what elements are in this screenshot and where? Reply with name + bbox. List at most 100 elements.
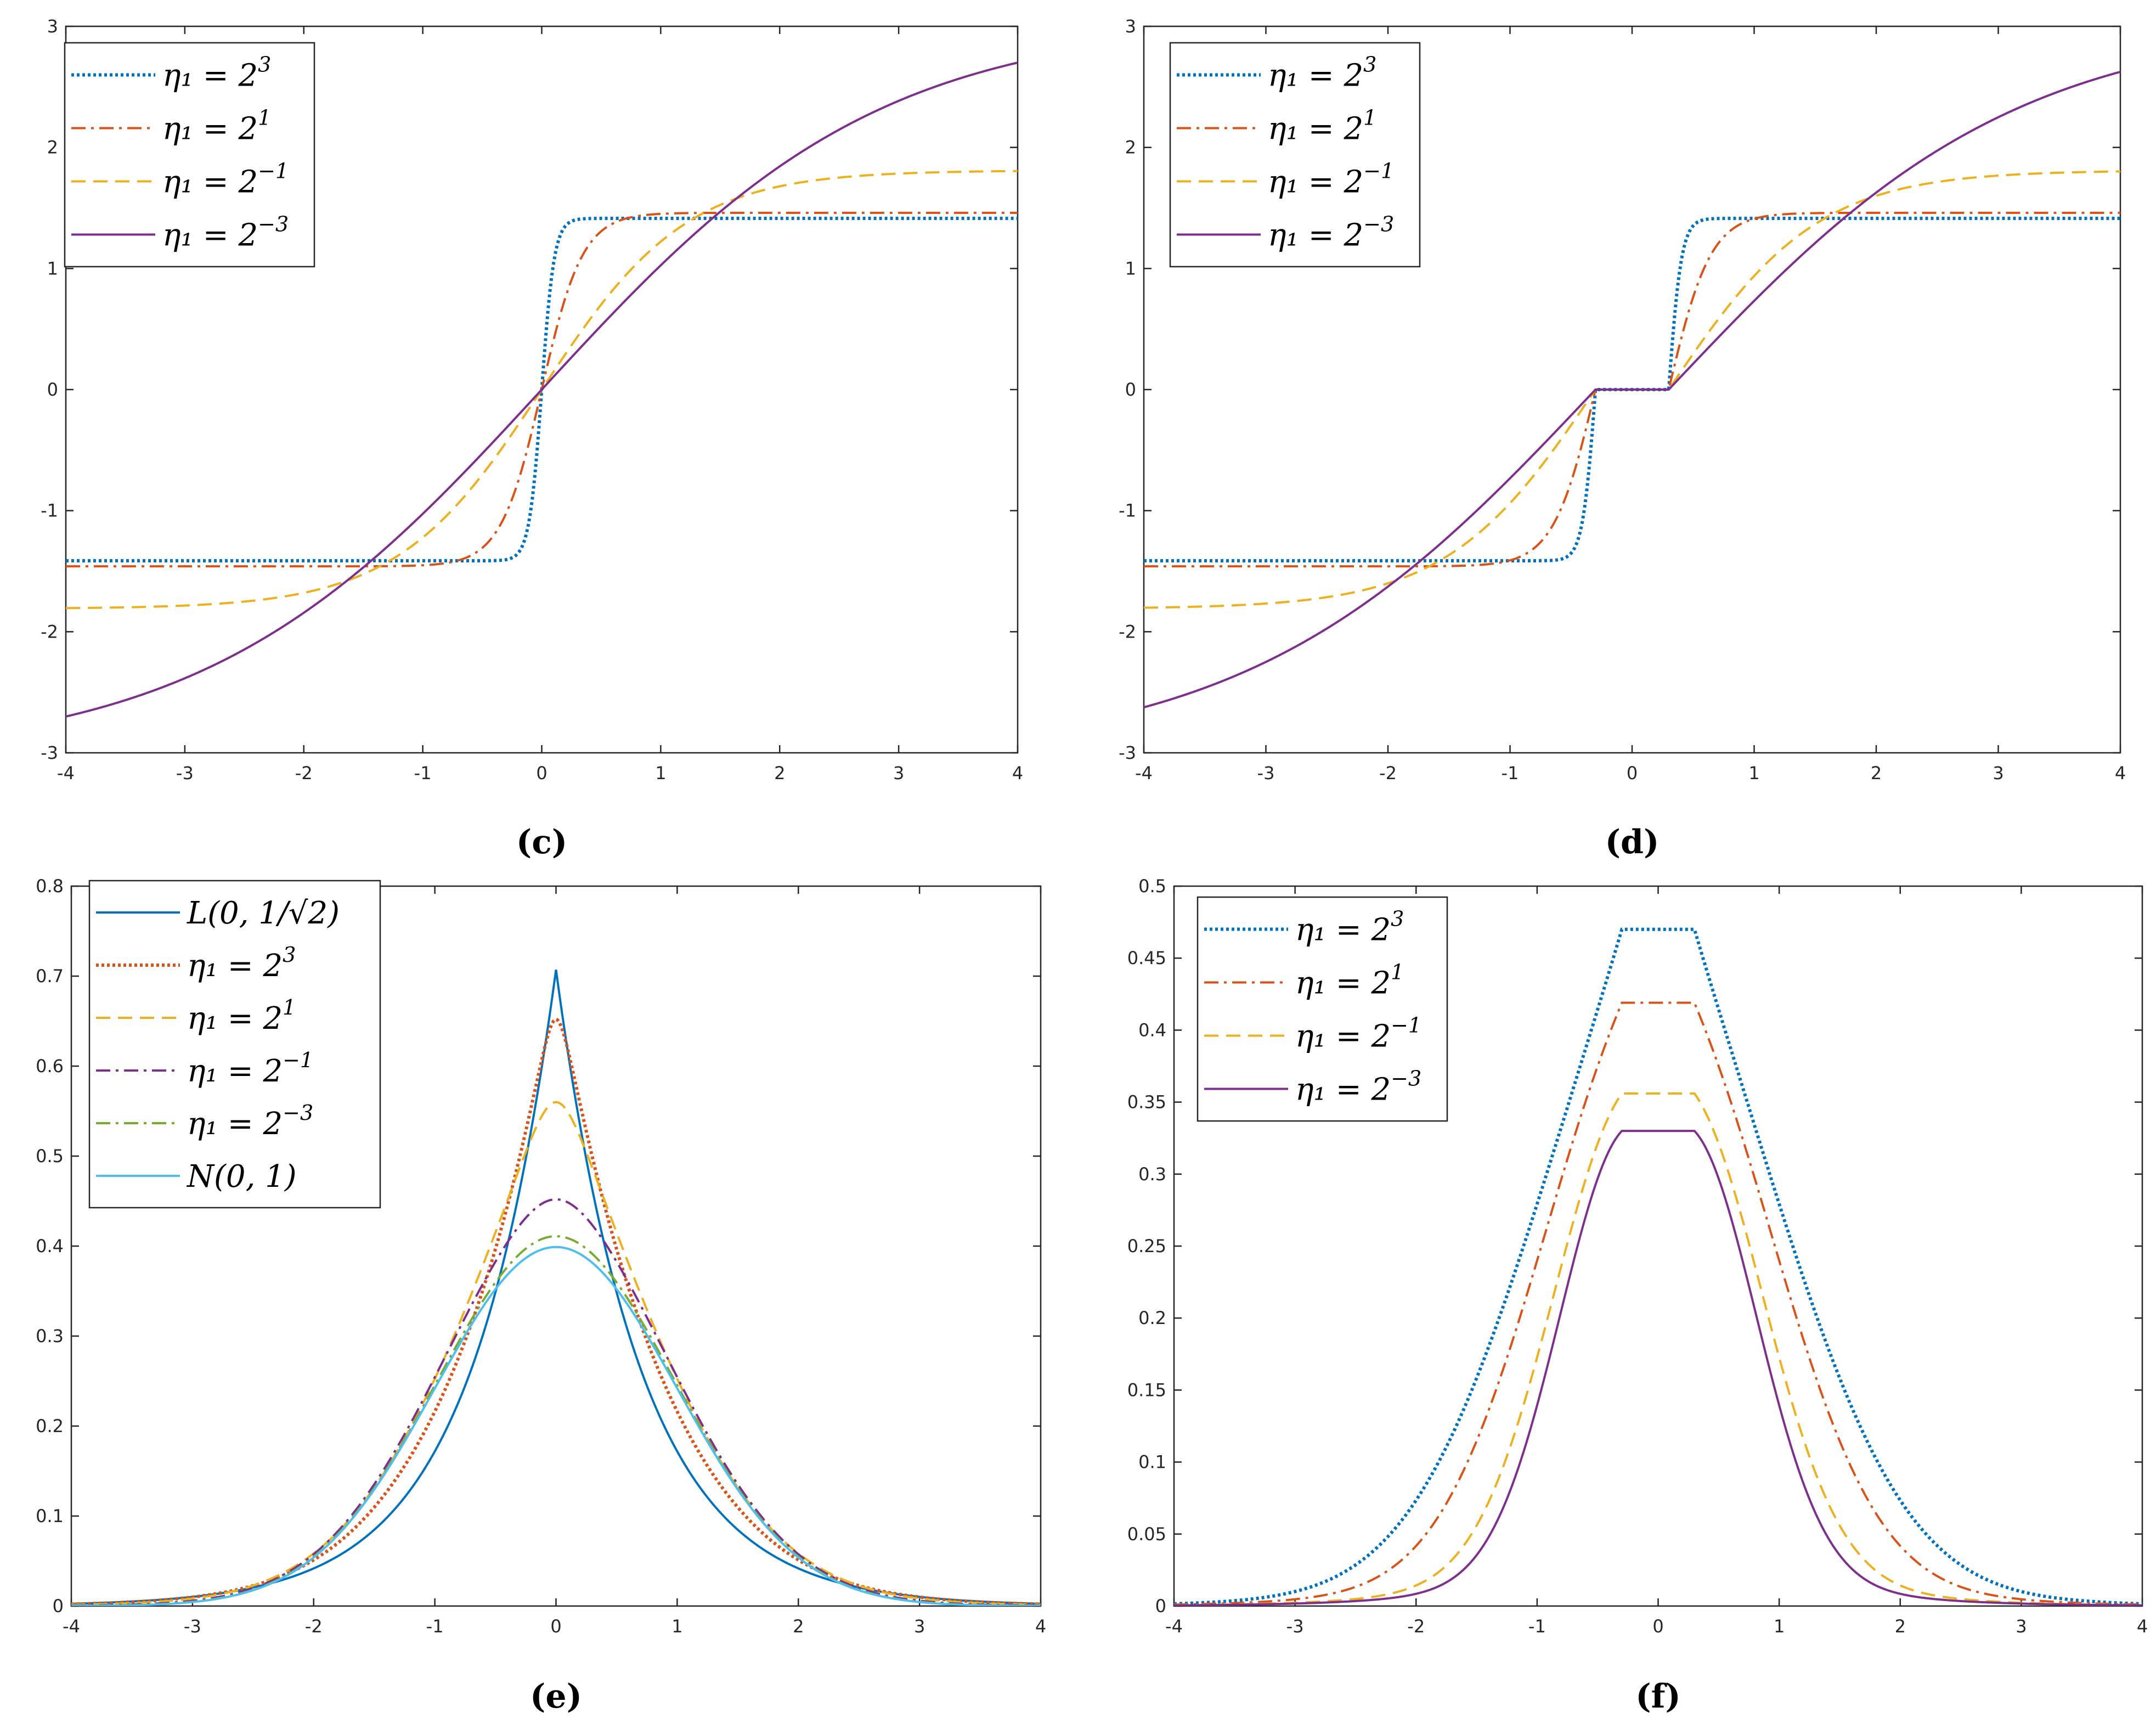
legend-label: N(0, 1) [186, 1159, 297, 1195]
x-tick-label: -2 [295, 763, 313, 784]
x-tick-label: -2 [1379, 763, 1397, 784]
y-tick-label: 0.05 [1127, 1524, 1166, 1545]
panel-label-c: (c) [516, 823, 567, 861]
y-tick-label: -1 [41, 500, 58, 521]
x-tick-label: 3 [1993, 763, 2003, 784]
x-tick-label: -2 [1407, 1616, 1425, 1637]
y-tick-label: 0.1 [1138, 1452, 1166, 1473]
y-tick-label: 0.3 [36, 1326, 64, 1346]
x-tick-label: 1 [1774, 1616, 1785, 1637]
series-line-d-3 [1144, 70, 2120, 709]
y-tick-label: 0.35 [1127, 1092, 1166, 1113]
x-tick-label: 1 [655, 763, 666, 784]
y-tick-label: 0.2 [1138, 1308, 1166, 1328]
y-tick-label: -2 [41, 621, 58, 642]
legend-box-c [64, 42, 315, 268]
y-tick-label: -3 [1119, 742, 1136, 763]
x-tick-label: 1 [671, 1616, 682, 1637]
x-tick-label: 1 [1748, 763, 1759, 784]
y-tick-label: 0.3 [1138, 1164, 1166, 1185]
legend-label: η₁ = 23 [1295, 907, 1404, 948]
y-tick-label: 0.7 [36, 966, 64, 987]
y-tick-label: 0.8 [36, 876, 64, 897]
y-tick-label: 2 [47, 137, 58, 158]
x-tick-label: -4 [63, 1616, 80, 1637]
y-tick-label: 3 [47, 16, 58, 37]
y-tick-label: 0.4 [36, 1236, 64, 1257]
y-tick-label: 0.5 [36, 1146, 64, 1167]
legend-label: η₁ = 2−3 [1268, 212, 1394, 253]
x-tick-label: 0 [1627, 763, 1638, 784]
panel-label-d: (d) [1605, 823, 1660, 861]
x-tick-label: -3 [1286, 1616, 1304, 1637]
x-tick-label: 0 [550, 1616, 561, 1637]
series-line-e-2 [71, 1101, 1041, 1606]
x-tick-label: -4 [1135, 763, 1153, 784]
legend-label: η₁ = 2−1 [1268, 159, 1394, 200]
y-tick-label: 0 [1125, 379, 1136, 400]
series-line-f-0 [1174, 927, 2142, 1605]
x-tick-label: -1 [426, 1616, 444, 1637]
y-tick-label: 0.25 [1127, 1236, 1166, 1257]
x-tick-label: 3 [893, 763, 904, 784]
series-line-d-1 [1144, 211, 2120, 568]
legend-label: η₁ = 2−3 [1295, 1067, 1421, 1108]
y-tick-label: 0.2 [36, 1416, 64, 1436]
x-tick-label: 0 [1652, 1616, 1663, 1637]
y-tick-label: 0.1 [36, 1506, 64, 1526]
y-tick-label: -2 [1119, 621, 1136, 642]
series-line-e-1 [71, 1017, 1041, 1606]
series-line-e-5 [71, 1246, 1041, 1606]
y-tick-label: 0.6 [36, 1056, 64, 1077]
legend-label: η₁ = 2−3 [162, 212, 289, 253]
y-tick-label: 2 [1125, 137, 1136, 158]
x-tick-label: -4 [1165, 1616, 1183, 1637]
legend-label: η₁ = 23 [1268, 53, 1376, 94]
x-tick-label: 4 [2137, 1616, 2148, 1637]
legend-box-d [1169, 42, 1421, 268]
y-tick-label: 0.15 [1127, 1379, 1166, 1400]
series-line-f-2 [1174, 1092, 2142, 1606]
x-tick-label: -3 [176, 763, 194, 784]
legend-box-f [1196, 896, 1448, 1122]
panel-label-e: (e) [530, 1677, 582, 1716]
legend-label: η₁ = 2−1 [162, 159, 289, 200]
y-tick-label: 3 [1125, 16, 1136, 37]
y-tick-label: 0 [53, 1596, 64, 1616]
series-line-c-3 [66, 61, 1018, 718]
x-tick-label: -3 [184, 1616, 201, 1637]
legend-label: η₁ = 23 [162, 53, 271, 94]
x-tick-label: 3 [2016, 1616, 2027, 1637]
x-tick-label: 4 [1012, 763, 1023, 784]
x-tick-label: 2 [1895, 1616, 1906, 1637]
series-line-f-1 [1174, 1001, 2142, 1606]
panel-e: -4 -3 -2 -1 0 1 2 3 4 0 0.1 0.2 0.3 0.4 0.5 0.6 0.7 0.8 L(… [36, 876, 1046, 1716]
x-tick-label: -3 [1257, 763, 1275, 784]
x-tick-label: -1 [1528, 1616, 1546, 1637]
x-tick-label: 3 [914, 1616, 925, 1637]
series-line-e-4 [71, 1235, 1041, 1606]
legend-label: η₁ = 21 [162, 106, 271, 147]
y-tick-label: -3 [41, 742, 58, 763]
y-tick-label: 1 [47, 258, 58, 279]
x-tick-label: -1 [414, 763, 432, 784]
legend-label: η₁ = 21 [1268, 106, 1376, 147]
x-tick-label: 2 [774, 763, 785, 784]
x-tick-label: 4 [1035, 1616, 1046, 1637]
x-tick-label: 0 [536, 763, 547, 784]
y-tick-label: 0.5 [1138, 876, 1166, 897]
legend-label: η₁ = 23 [187, 943, 296, 984]
legend-box-e [88, 880, 381, 1209]
y-tick-label: 0 [1155, 1596, 1166, 1616]
x-tick-label: -4 [57, 763, 75, 784]
legend-label: η₁ = 21 [187, 995, 296, 1036]
x-tick-label: 2 [1871, 763, 1882, 784]
x-tick-label: -2 [305, 1616, 323, 1637]
legend-label: η₁ = 21 [1295, 960, 1404, 1001]
y-tick-label: -1 [1119, 500, 1136, 521]
x-tick-label: -1 [1502, 763, 1519, 784]
legend-label: η₁ = 2−1 [187, 1048, 313, 1089]
